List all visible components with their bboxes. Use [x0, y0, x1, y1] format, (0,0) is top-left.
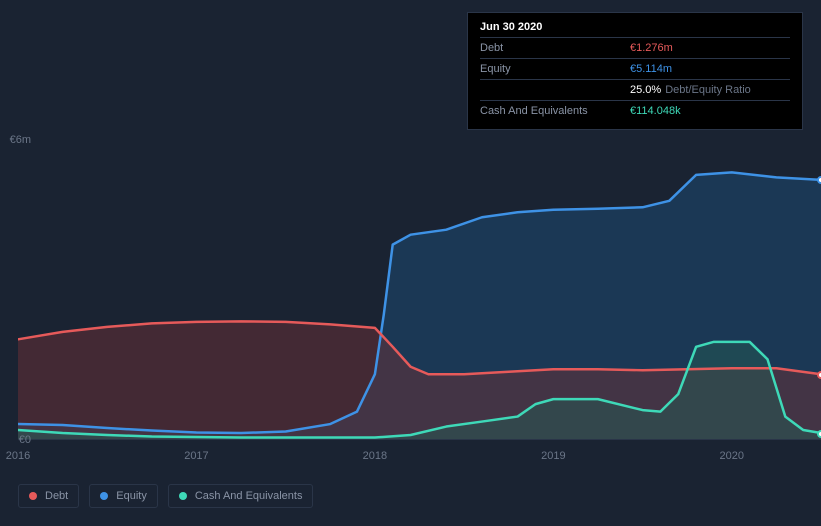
legend-item-cash[interactable]: Cash And Equivalents [168, 484, 314, 508]
legend-item-label: Debt [45, 490, 68, 502]
tooltip-row-value: €114.048k [630, 105, 681, 117]
legend-item-debt[interactable]: Debt [18, 484, 79, 508]
tooltip-row: 25.0% Debt/Equity Ratio [480, 79, 790, 100]
tooltip-row-label: Cash And Equivalents [480, 105, 630, 117]
chart-tooltip: Jun 30 2020 Debt€1.276mEquity€5.114m25.0… [467, 12, 803, 130]
tooltip-row-label [480, 84, 630, 96]
tooltip-row-label: Debt [480, 42, 630, 54]
x-axis-label: 2020 [720, 450, 744, 462]
series-end-marker-debt [817, 371, 821, 379]
tooltip-row-value: €1.276m [630, 42, 673, 54]
y-axis-label: €6m [10, 134, 31, 146]
tooltip-row-label: Equity [480, 63, 630, 75]
legend-item-equity[interactable]: Equity [89, 484, 158, 508]
series-end-marker-equity [817, 176, 821, 184]
tooltip-date: Jun 30 2020 [480, 21, 790, 37]
y-axis-label: €0 [19, 434, 31, 446]
tooltip-row-value: 25.0% [630, 84, 661, 96]
legend-dot-icon [100, 492, 108, 500]
x-axis-label: 2016 [6, 450, 30, 462]
chart-area: €0€6m 20162017201820192020 [18, 140, 821, 440]
x-axis-label: 2017 [184, 450, 208, 462]
legend-item-label: Cash And Equivalents [195, 490, 303, 502]
legend-dot-icon [29, 492, 37, 500]
tooltip-row-sublabel: Debt/Equity Ratio [665, 84, 751, 96]
x-axis-label: 2018 [363, 450, 387, 462]
x-axis-label: 2019 [541, 450, 565, 462]
tooltip-row: Debt€1.276m [480, 37, 790, 58]
tooltip-row: Equity€5.114m [480, 58, 790, 79]
tooltip-row: Cash And Equivalents€114.048k [480, 100, 790, 121]
legend-item-label: Equity [116, 490, 147, 502]
chart-svg [18, 140, 821, 440]
tooltip-row-value: €5.114m [630, 63, 672, 75]
series-end-marker-cash [817, 430, 821, 438]
legend-dot-icon [179, 492, 187, 500]
chart-legend: Debt Equity Cash And Equivalents [18, 484, 313, 508]
